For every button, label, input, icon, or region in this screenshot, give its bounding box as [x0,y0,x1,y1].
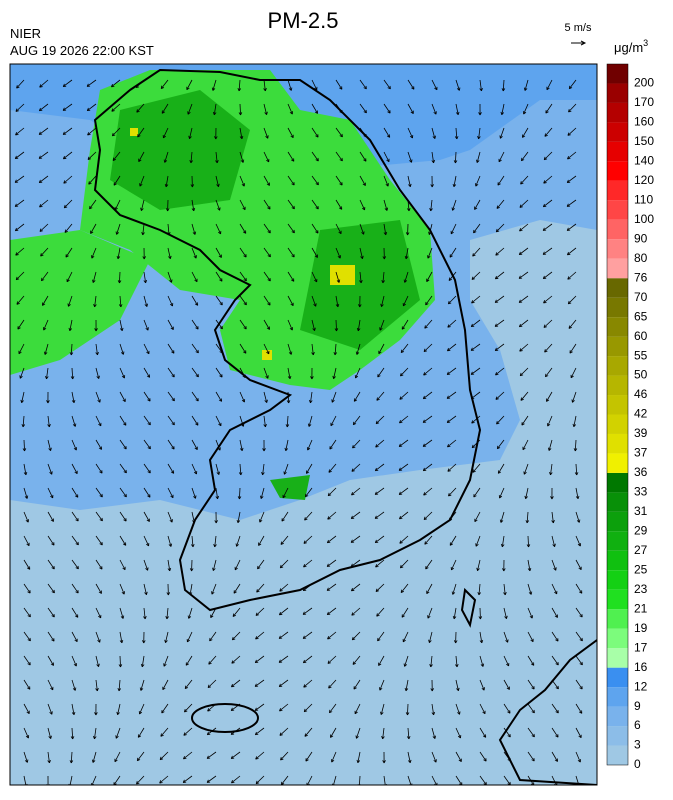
colorbar-label: 80 [634,251,648,265]
colorbar-box [607,200,628,219]
colorbar-label: 19 [634,621,648,635]
colorbar-box [607,337,628,356]
colorbar-box [607,259,628,278]
colorbar-label: 110 [634,192,653,206]
colorbar-box [607,492,628,511]
colorbar-label: 16 [634,660,648,674]
arrow-shaft [407,704,408,715]
arrow-shaft [240,104,241,115]
colorbar-box [607,434,628,453]
colorbar-box [607,161,628,180]
colorbar-label: 140 [634,154,654,168]
source: NIER [10,26,41,41]
colorbar-label: 170 [634,95,654,109]
colorbar-box [607,122,628,141]
unit: μg/m3 [614,38,648,55]
colorbar-label: 60 [634,329,648,343]
colorbar-label: 200 [634,76,654,90]
colorbar-box [607,317,628,336]
wind-scale-arrow [571,41,585,45]
colorbar-label: 120 [634,173,654,187]
colorbar-label: 0 [634,757,641,771]
arrow-shaft [120,656,121,667]
colorbar-label: 70 [634,290,648,304]
arrow-shaft [119,272,120,283]
colorbar-box [607,278,628,297]
colorbar-label: 42 [634,407,648,421]
colorbar-box [607,648,628,667]
colorbar-label: 39 [634,426,648,440]
colorbar: 0369121617192123252729313336373942465055… [607,64,654,771]
colorbar-box [607,590,628,609]
colorbar-label: 100 [634,212,654,226]
wind-scale: 5 m/s [565,22,592,34]
colorbar-label: 21 [634,601,648,615]
colorbar-box [607,531,628,550]
colorbar-box [607,376,628,395]
colorbar-box [607,239,628,258]
colorbar-label: 6 [634,718,641,732]
colorbar-label: 150 [634,134,654,148]
colorbar-label: 33 [634,485,648,499]
colorbar-label: 29 [634,524,648,538]
arrow-shaft [336,320,337,331]
colorbar-label: 76 [634,270,648,284]
colorbar-box [607,473,628,492]
colorbar-box [607,453,628,472]
colorbar-label: 50 [634,368,648,382]
colorbar-label: 23 [634,582,648,596]
colorbar-label: 3 [634,738,641,752]
colorbar-box [607,181,628,200]
colorbar-label: 25 [634,562,648,576]
colorbar-label: 55 [634,348,648,362]
colorbar-box [607,707,628,726]
colorbar-label: 12 [634,679,648,693]
colorbar-box [607,687,628,706]
colorbar-label: 17 [634,640,648,654]
colorbar-label: 46 [634,387,648,401]
colorbar-box [607,570,628,589]
colorbar-label: 37 [634,446,648,460]
colorbar-label: 31 [634,504,648,518]
colorbar-box [607,298,628,317]
unit-text: μg/m [614,40,643,55]
colorbar-label: 9 [634,699,641,713]
colorbar-box [607,395,628,414]
colorbar-label: 36 [634,465,648,479]
colorbar-box [607,551,628,570]
colorbar-box [607,64,628,83]
title: PM-2.5 [268,8,339,33]
colorbar-box [607,103,628,122]
colorbar-box [607,220,628,239]
colorbar-label: 27 [634,543,648,557]
colorbar-box [607,356,628,375]
datetime: AUG 19 2026 22:00 KST [10,43,154,58]
colorbar-box [607,668,628,687]
colorbar-box [607,142,628,161]
colorbar-box [607,415,628,434]
colorbar-box [607,83,628,102]
colorbar-box [607,609,628,628]
arrow-shaft [24,440,25,451]
colorbar-label: 90 [634,231,648,245]
colorbar-box [607,512,628,531]
unit-sup: 3 [643,38,648,48]
colorbar-label: 160 [634,115,654,129]
map [10,64,597,787]
colorbar-box [607,629,628,648]
colorbar-box [607,726,628,745]
colorbar-box [607,746,628,765]
colorbar-label: 65 [634,309,648,323]
